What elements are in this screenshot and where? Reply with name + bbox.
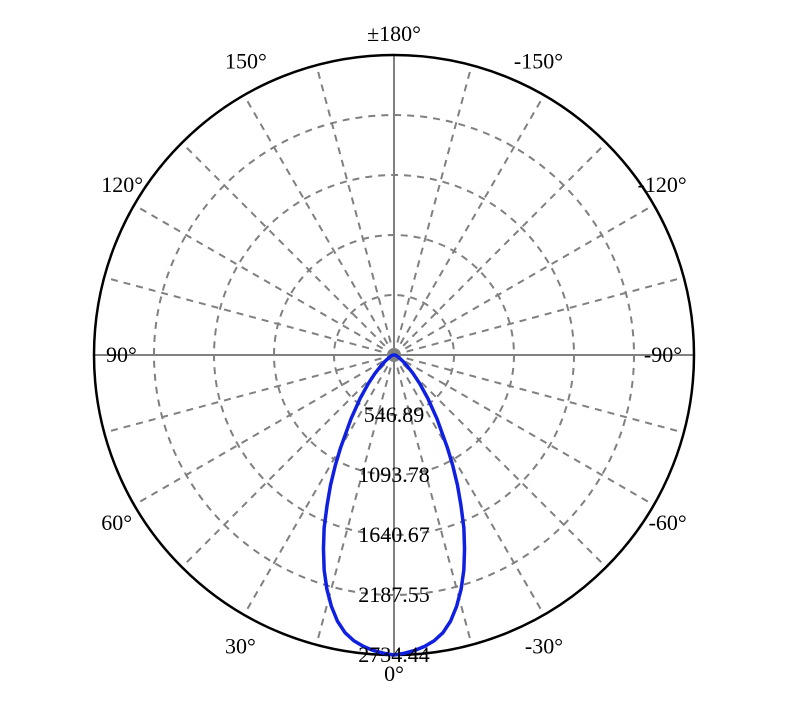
radial-label-3: 1640.67: [358, 522, 430, 547]
angle-label-120: 120°: [101, 172, 143, 197]
angle-label--90: -90°: [644, 342, 682, 367]
radial-label-2: 1093.78: [358, 462, 430, 487]
angle-label--60: -60°: [649, 510, 687, 535]
angle-label--120: -120°: [638, 172, 687, 197]
radial-label-4: 2187.55: [358, 582, 430, 607]
polar-chart: 546.891093.781640.672187.552734.44 0°30°…: [0, 0, 789, 710]
angle-label-60: 60°: [101, 510, 132, 535]
angle-label--150: -150°: [514, 48, 563, 73]
angle-label-0: 0°: [384, 661, 404, 686]
angle-label-180: ±180°: [367, 21, 421, 46]
angle-label-90: 90°: [106, 342, 137, 367]
angle-label-30: 30°: [225, 634, 256, 659]
radial-label-1: 546.89: [364, 402, 425, 427]
angle-label--30: -30°: [525, 634, 563, 659]
angle-label-150: 150°: [225, 48, 267, 73]
